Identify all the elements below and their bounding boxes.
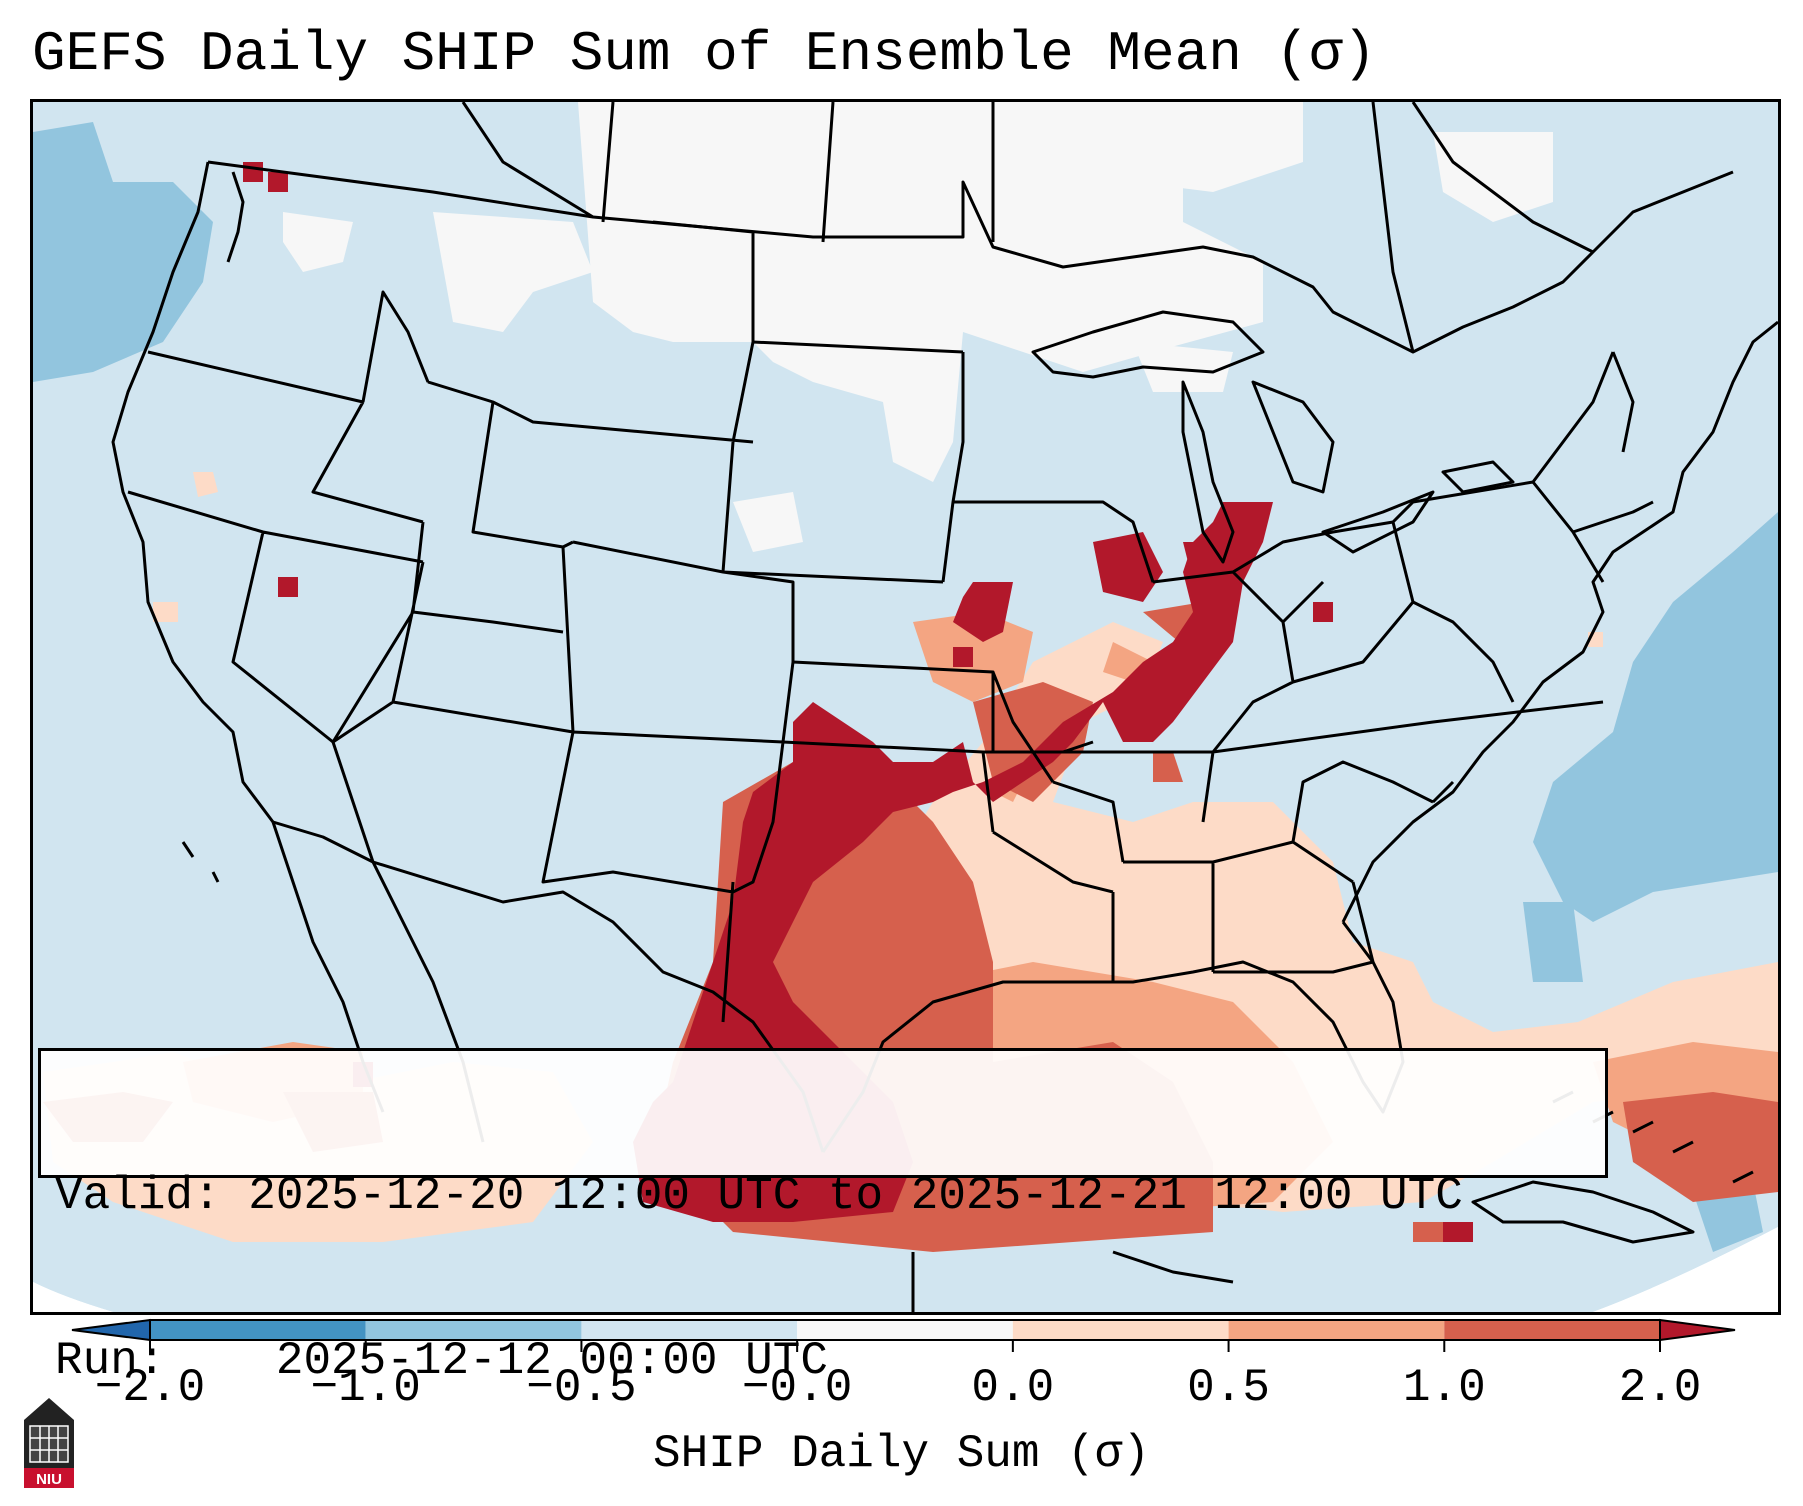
very-strong-positive-region xyxy=(243,162,1473,1242)
logo-text: NIU xyxy=(36,1471,62,1488)
colorbar-tick-label: 2.0 xyxy=(1618,1362,1702,1414)
colorbar-segment xyxy=(150,1320,366,1340)
colorbar-ticks xyxy=(149,1340,1661,1352)
colorbar-extend-low xyxy=(71,1318,151,1342)
valid-line: Valid: 2025-12-20 12:00 UTC to 2025-12-2… xyxy=(55,1169,1591,1224)
valid-value: 2025-12-20 12:00 UTC to 2025-12-21 12:00… xyxy=(248,1170,1463,1222)
lake-michigan xyxy=(1181,380,1235,564)
lake-ontario xyxy=(1441,460,1515,494)
colorbar-segments xyxy=(149,1319,1661,1341)
colorbar-tick-label: 0.0 xyxy=(971,1362,1055,1414)
coastlines-and-borders xyxy=(111,102,1778,1312)
colorbar-segment xyxy=(797,1320,1013,1340)
colorbar-tick-label: 0.5 xyxy=(1187,1362,1270,1414)
colorbar-segment xyxy=(1444,1320,1660,1340)
lake-erie xyxy=(1321,490,1435,554)
colorbar-bar xyxy=(71,1318,1736,1352)
colorbar-segment xyxy=(1228,1320,1445,1340)
lake-superior xyxy=(1031,310,1265,379)
state-lines xyxy=(127,220,1654,1023)
colorbar-tick-label: −0.0 xyxy=(741,1362,853,1414)
colorbar-label: SHIP Daily Sum (σ) xyxy=(653,1428,1150,1480)
pacific-coastline xyxy=(111,161,275,823)
colorbar-tick-label: −0.5 xyxy=(526,1362,637,1414)
colorbar-extend-high xyxy=(1659,1318,1736,1342)
domain-outside-bottom-left xyxy=(33,1282,113,1312)
valid-label: Valid: xyxy=(55,1170,221,1222)
run-label: Run: xyxy=(55,1335,166,1387)
near-zero-region xyxy=(283,102,1553,552)
run-line: Run: 2025-12-12 00:00 UTC xyxy=(55,1334,1591,1389)
cuba-coastline xyxy=(1471,1180,1695,1244)
run-value: 2025-12-12 00:00 UTC xyxy=(275,1335,828,1387)
colorbar-segment xyxy=(365,1320,582,1340)
colorbar-tick-label: 1.0 xyxy=(1402,1362,1486,1414)
colorbar-segment xyxy=(581,1320,798,1340)
us-mexico-border xyxy=(272,820,825,1153)
us-canada-border xyxy=(207,160,1734,354)
colorbar: −2.0 −1.0 −0.5 −0.0 0.0 0.5 1.0 2.0 SHIP Daily … xyxy=(0,1318,1803,1506)
niu-logo: NIU xyxy=(24,1398,74,1488)
run-info-box: Valid: 2025-12-20 12:00 UTC to 2025-12-2… xyxy=(38,1048,1608,1387)
colorbar-segment xyxy=(1012,1320,1229,1340)
atlantic-coastline xyxy=(1341,320,1778,923)
page-title: GEFS Daily SHIP Sum of Ensemble Mean (σ) xyxy=(32,22,1377,86)
gulf-coastline xyxy=(821,921,1405,1153)
colorbar-tick-label: −2.0 xyxy=(94,1362,206,1414)
negative-region xyxy=(33,122,1778,1252)
domain-outside-bottom-right xyxy=(1593,1227,1778,1312)
lake-huron xyxy=(1251,380,1335,494)
colorbar-tick-label: −1.0 xyxy=(310,1362,421,1414)
